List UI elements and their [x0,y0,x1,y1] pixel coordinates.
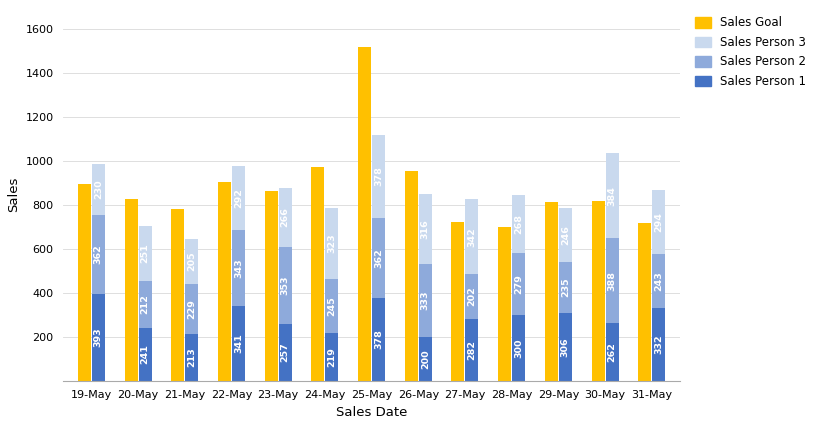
Bar [185,334,198,381]
Bar [451,222,464,381]
Bar [325,279,338,333]
Bar [419,337,432,381]
Bar [372,218,385,298]
Text: 292: 292 [234,188,243,208]
Bar [605,153,618,238]
Bar [325,333,338,381]
Bar [465,319,478,381]
Text: 378: 378 [374,167,383,187]
Text: 362: 362 [374,248,383,268]
Text: 213: 213 [188,348,197,367]
Text: 306: 306 [561,337,570,357]
Text: 323: 323 [328,233,337,253]
Bar [78,184,91,381]
Text: 342: 342 [468,227,477,247]
Bar [92,294,105,381]
Bar [465,274,478,319]
Text: 241: 241 [141,344,150,364]
Text: 257: 257 [281,343,290,363]
Bar [232,306,245,381]
Bar [512,253,525,315]
Text: 300: 300 [514,338,523,357]
Text: 202: 202 [468,287,477,306]
Text: 343: 343 [234,258,243,278]
Bar [652,254,665,308]
Bar [218,182,231,381]
Text: 316: 316 [421,219,430,239]
Bar [652,190,665,254]
Bar [591,201,604,381]
Bar [278,247,292,324]
Bar [512,195,525,253]
Bar [605,238,618,323]
Bar [278,188,292,247]
Bar [311,167,324,381]
Bar [138,328,152,381]
Bar [559,314,572,381]
Text: 294: 294 [654,212,663,232]
Text: 245: 245 [328,296,337,316]
Text: 279: 279 [514,274,523,294]
Bar [605,323,618,381]
Bar [419,264,432,337]
Text: 268: 268 [514,214,523,234]
Bar [512,315,525,381]
Bar [138,281,152,328]
Bar [232,166,245,230]
Y-axis label: Sales: Sales [7,176,20,212]
Legend: Sales Goal, Sales Person 3, Sales Person 2, Sales Person 1: Sales Goal, Sales Person 3, Sales Person… [692,13,810,92]
Bar [278,324,292,381]
Text: 230: 230 [94,180,103,199]
Text: 235: 235 [561,278,570,297]
Bar [545,202,558,381]
Bar [638,223,651,381]
Text: 243: 243 [654,271,663,291]
Bar [232,230,245,306]
Text: 266: 266 [281,207,290,227]
Bar [498,227,511,381]
Text: 251: 251 [141,244,150,263]
Bar [92,164,105,215]
Text: 353: 353 [281,276,290,295]
Text: 219: 219 [328,347,337,367]
Text: 282: 282 [468,340,477,360]
Bar [465,199,478,274]
Bar [92,215,105,294]
Text: 200: 200 [421,349,430,368]
Text: 341: 341 [234,334,243,353]
Bar [138,226,152,281]
Bar [559,262,572,314]
Text: 333: 333 [421,291,430,310]
Text: 205: 205 [188,251,197,271]
Bar [358,46,371,381]
Bar [405,171,418,381]
Bar [559,208,572,262]
Bar [372,135,385,218]
Text: 362: 362 [94,245,103,265]
Bar [185,284,198,334]
Bar [185,239,198,284]
Bar [171,209,184,381]
Text: 229: 229 [188,299,197,319]
Bar [124,199,138,381]
Text: 212: 212 [141,294,150,314]
Text: 388: 388 [608,271,617,291]
Bar [419,194,432,264]
Text: 262: 262 [608,342,617,362]
Bar [372,298,385,381]
Text: 332: 332 [654,334,663,354]
Bar [265,191,278,381]
Text: 246: 246 [561,225,570,245]
Text: 378: 378 [374,329,383,349]
Bar [325,208,338,279]
Text: 384: 384 [608,186,617,206]
Bar [652,308,665,381]
X-axis label: Sales Date: Sales Date [336,406,407,419]
Text: 393: 393 [94,328,103,347]
